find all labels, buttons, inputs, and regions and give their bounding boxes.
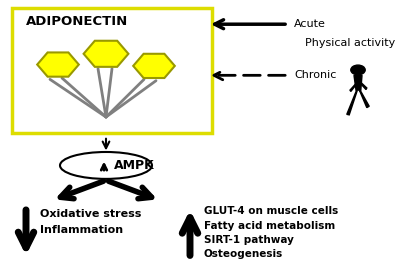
Polygon shape: [357, 79, 367, 90]
Bar: [12, 8, 212, 133]
Text: Osteogenesis: Osteogenesis: [204, 249, 283, 259]
Text: Acute: Acute: [294, 19, 326, 29]
Polygon shape: [133, 54, 175, 78]
Polygon shape: [350, 80, 360, 91]
Text: Inflammation: Inflammation: [40, 225, 123, 235]
Text: SIRT-1 pathway: SIRT-1 pathway: [204, 235, 294, 245]
Text: Chronic: Chronic: [294, 70, 336, 80]
Polygon shape: [347, 91, 357, 115]
Text: AMPK: AMPK: [114, 159, 155, 172]
Text: Physical activity: Physical activity: [305, 38, 395, 48]
Polygon shape: [37, 52, 79, 77]
Ellipse shape: [60, 152, 152, 179]
Circle shape: [351, 65, 365, 75]
Polygon shape: [360, 91, 369, 108]
Text: Fatty acid metabolism: Fatty acid metabolism: [204, 221, 335, 231]
Polygon shape: [84, 41, 128, 67]
Text: GLUT-4 on muscle cells: GLUT-4 on muscle cells: [204, 206, 338, 216]
Polygon shape: [354, 75, 362, 90]
Text: Oxidative stress: Oxidative stress: [40, 209, 141, 219]
Text: ADIPONECTIN: ADIPONECTIN: [26, 15, 128, 28]
